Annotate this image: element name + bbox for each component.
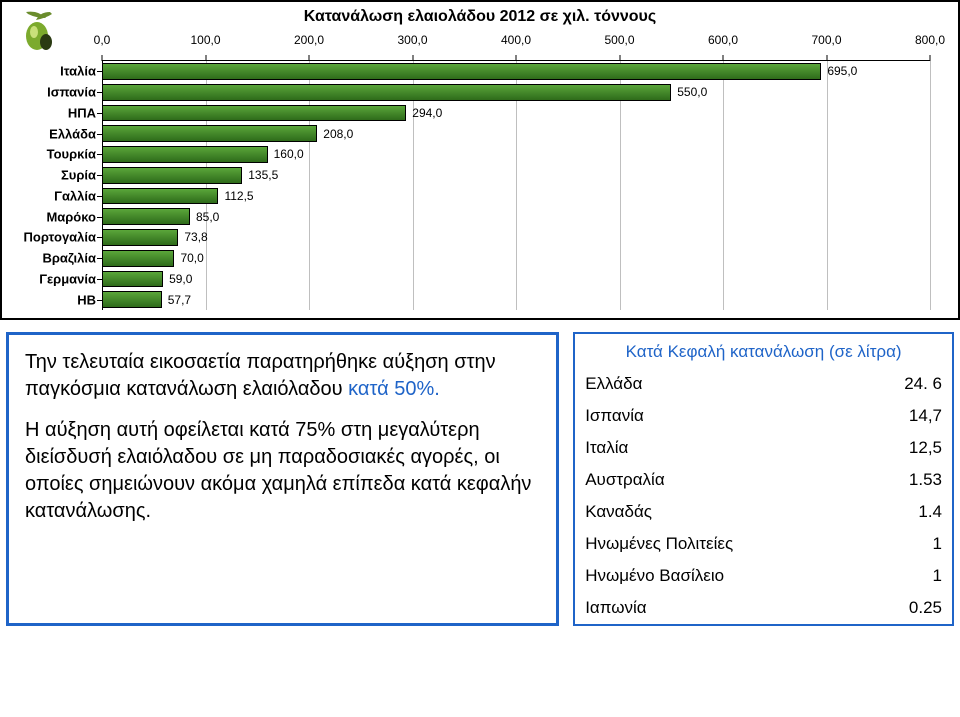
table-cell-value: 1: [856, 528, 953, 560]
bar: [102, 146, 268, 163]
table-row: Ελλάδα24. 6: [575, 368, 952, 400]
bar-value-label: 208,0: [317, 127, 353, 141]
bar-row: Γερμανία59,0: [102, 269, 930, 290]
bar: [102, 84, 671, 101]
bar-category-label: Μαρόκο: [46, 210, 102, 223]
bar-category-label: Πορτογαλία: [24, 231, 102, 244]
bar-row: Τουρκία160,0: [102, 144, 930, 165]
per-capita-title: Κατά Κεφαλή κατανάλωση (σε λίτρα): [575, 334, 952, 368]
bar-value-label: 550,0: [671, 85, 707, 99]
bar-value-label: 70,0: [174, 251, 203, 265]
x-tick-label: 400,0: [501, 33, 531, 47]
bar-row: Ελλάδα208,0: [102, 123, 930, 144]
x-tick-label: 700,0: [811, 33, 841, 47]
bottom-row: Την τελευταία εικοσαετία παρατηρήθηκε αύ…: [0, 332, 960, 626]
plot-area: 0,0100,0200,0300,0400,0500,0600,0700,080…: [102, 60, 930, 310]
x-tick-label: 100,0: [190, 33, 220, 47]
table-cell-country: Ηνωμένες Πολιτείες: [575, 528, 855, 560]
x-tick-label: 200,0: [294, 33, 324, 47]
bar-value-label: 59,0: [163, 272, 192, 286]
bar-row: ΗΠΑ294,0: [102, 103, 930, 124]
table-row: Ιαπωνία0.25: [575, 592, 952, 624]
bar: [102, 271, 163, 288]
table-row: Ηνωμένες Πολιτείες1: [575, 528, 952, 560]
bar-row: Ισπανία550,0: [102, 82, 930, 103]
table-cell-country: Καναδάς: [575, 496, 855, 528]
bar-value-label: 294,0: [406, 106, 442, 120]
x-tick-label: 800,0: [915, 33, 945, 47]
table-row: Καναδάς1.4: [575, 496, 952, 528]
gridline: [930, 61, 931, 310]
bar-category-label: Ιταλία: [60, 65, 102, 78]
table-cell-value: 1: [856, 560, 953, 592]
commentary-p2: Η αύξηση αυτή οφείλεται κατά 75% στη μεγ…: [25, 417, 540, 525]
bar-value-label: 695,0: [821, 64, 857, 78]
table-row: Ισπανία14,7: [575, 400, 952, 432]
bar-category-label: Τουρκία: [47, 148, 102, 161]
bar-value-label: 73,8: [178, 230, 207, 244]
bar-value-label: 135,5: [242, 168, 278, 182]
table-cell-country: Ισπανία: [575, 400, 855, 432]
bar: [102, 188, 218, 205]
table-cell-value: 24. 6: [856, 368, 953, 400]
bar-category-label: Βραζιλία: [42, 252, 102, 265]
table-cell-country: Ιαπωνία: [575, 592, 855, 624]
bar-value-label: 57,7: [162, 293, 191, 307]
bar: [102, 229, 178, 246]
bar-row: Ιταλία695,0: [102, 61, 930, 82]
bar: [102, 250, 174, 267]
bar-row: Γαλλία112,5: [102, 186, 930, 207]
bar-value-label: 85,0: [190, 210, 219, 224]
bar: [102, 291, 162, 308]
x-tick-label: 500,0: [604, 33, 634, 47]
bar-category-label: Γερμανία: [39, 272, 102, 285]
table-cell-value: 14,7: [856, 400, 953, 432]
bar-value-label: 160,0: [268, 147, 304, 161]
bar-row: Βραζιλία70,0: [102, 248, 930, 269]
table-row: Ιταλία12,5: [575, 432, 952, 464]
bar: [102, 63, 821, 80]
commentary-text-box: Την τελευταία εικοσαετία παρατηρήθηκε αύ…: [6, 332, 559, 626]
bar: [102, 105, 406, 122]
bar-category-label: Ελλάδα: [49, 127, 102, 140]
bar-category-label: Συρία: [61, 169, 102, 182]
bar: [102, 208, 190, 225]
bar: [102, 125, 317, 142]
per-capita-column: Κατά Κεφαλή κατανάλωση (σε λίτρα) Ελλάδα…: [573, 332, 954, 626]
table-cell-value: 0.25: [856, 592, 953, 624]
chart-panel: Κατανάλωση ελαιολάδου 2012 σε χιλ. τόννο…: [0, 0, 960, 320]
commentary-p1: Την τελευταία εικοσαετία παρατηρήθηκε αύ…: [25, 349, 540, 403]
x-tick-label: 300,0: [397, 33, 427, 47]
per-capita-table-box: Κατά Κεφαλή κατανάλωση (σε λίτρα) Ελλάδα…: [573, 332, 954, 626]
table-cell-country: Ελλάδα: [575, 368, 855, 400]
bar-row: Μαρόκο85,0: [102, 206, 930, 227]
commentary-p1-accent: κατά 50%.: [348, 378, 440, 400]
per-capita-table: Ελλάδα24. 6Ισπανία14,7Ιταλία12,5Αυστραλί…: [575, 368, 952, 624]
bar-row: ΗΒ57,7: [102, 289, 930, 310]
table-row: Ηνωμένο Βασίλειο1: [575, 560, 952, 592]
table-cell-value: 1.53: [856, 464, 953, 496]
bar-category-label: Γαλλία: [54, 189, 102, 202]
bar-category-label: Ισπανία: [47, 86, 102, 99]
table-cell-country: Ιταλία: [575, 432, 855, 464]
bar-value-label: 112,5: [218, 189, 253, 203]
table-cell-value: 1.4: [856, 496, 953, 528]
bar-row: Συρία135,5: [102, 165, 930, 186]
chart-title: Κατανάλωση ελαιολάδου 2012 σε χιλ. τόννο…: [2, 8, 958, 26]
bar-row: Πορτογαλία73,8: [102, 227, 930, 248]
table-cell-value: 12,5: [856, 432, 953, 464]
x-tick-label: 0,0: [94, 33, 111, 47]
x-tick-label: 600,0: [708, 33, 738, 47]
bar: [102, 167, 242, 184]
table-row: Αυστραλία1.53: [575, 464, 952, 496]
table-cell-country: Ηνωμένο Βασίλειο: [575, 560, 855, 592]
table-cell-country: Αυστραλία: [575, 464, 855, 496]
